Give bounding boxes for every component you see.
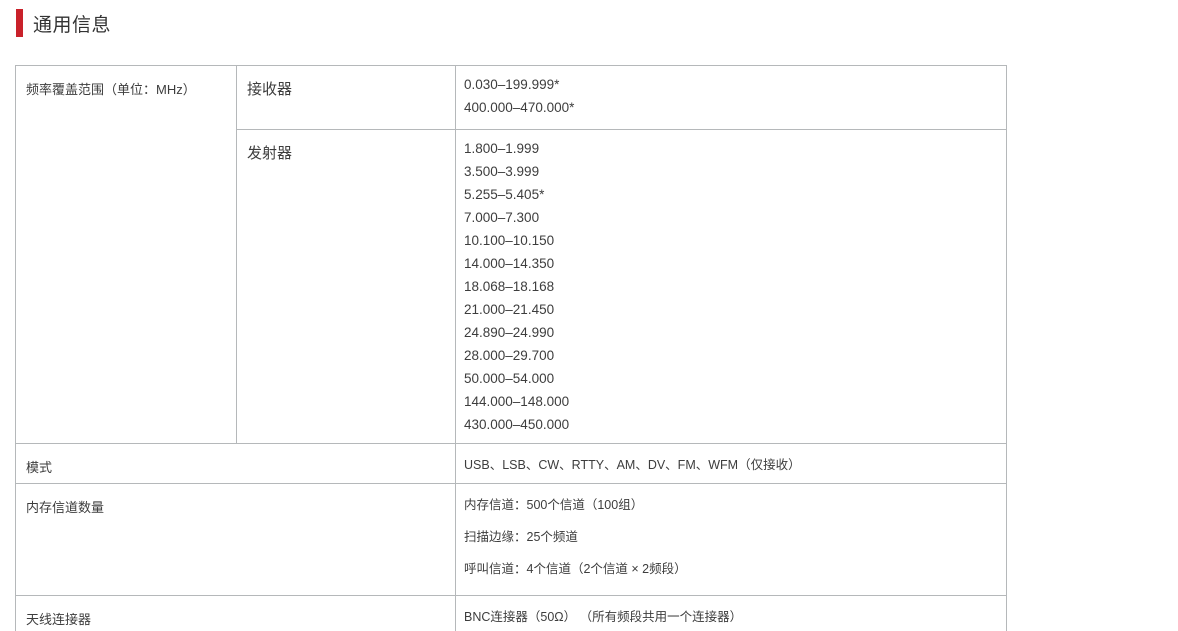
title-accent-bar [16, 9, 23, 37]
value-line: 0.030–199.999* [464, 77, 560, 92]
value-line: 10.100–10.150 [464, 233, 555, 248]
sub-label-receiver: 接收器 [236, 65, 456, 130]
memory-channel-values: 内存信道：500个信道（100组） 扫描边缘：25个频道呼叫信道：4个信道（2个信… [455, 483, 1007, 596]
value-line: 呼叫信道：4个信道（2个信道 × 2频段） [464, 562, 687, 576]
receiver-frequency-values: 0.030–199.999* 400.000–470.000* [455, 65, 1007, 130]
value-line: 18.068–18.168 [464, 279, 555, 294]
value-line: 1.800–1.999 [464, 141, 540, 156]
mode-value: USB、LSB、CW、RTTY、AM、DV、FM、WFM（仅接收） [455, 443, 1007, 484]
value-line: 3.500–3.999 [464, 164, 540, 179]
table-row-frequency-receiver: 频率覆盖范围（单位：MHz） 接收器 0.030–199.999* 400.000… [15, 65, 1007, 444]
value-line: 21.000–21.450 [464, 302, 555, 317]
table-row-memory-channels: 内存信道数量 内存信道：500个信道（100组） 扫描边缘：25个频道呼叫信道：4… [15, 483, 1007, 596]
page-title: 通用信息 [33, 14, 112, 36]
table-row-mode: 模式 USB、LSB、CW、RTTY、AM、DV、FM、WFM（仅接收） [15, 443, 1007, 484]
value-line: 扫描边缘：25个频道 [464, 530, 578, 544]
row-label-antenna-connector: 天线连接器 [15, 595, 456, 631]
transmitter-frequency-values: 1.800–1.999 3.500–3.999 5.255–5.405* 7.000–… [455, 129, 1007, 444]
antenna-connector-value: BNC连接器（50Ω） （所有频段共用一个连接器） [455, 595, 1007, 631]
value-line: 24.890–24.990 [464, 325, 555, 340]
value-line: 5.255–5.405* [464, 187, 545, 202]
spec-table: 频率覆盖范围（单位：MHz） 接收器 0.030–199.999* 400.000… [15, 65, 1007, 631]
value-line: 7.000–7.300 [464, 210, 540, 225]
table-row-frequency-transmitter: 发射器 1.800–1.999 3.500–3.999 5.255–5.405* 7.… [16, 129, 1007, 444]
value-line: 144.000–148.000 [464, 394, 570, 409]
value-line: 内存信道：500个信道（100组） [464, 498, 644, 512]
row-label-memory-channels: 内存信道数量 [15, 483, 456, 596]
value-line: 14.000–14.350 [464, 256, 555, 271]
section-header: 通用信息 [0, 0, 1178, 37]
value-line: 430.000–450.000 [464, 417, 570, 432]
value-line: 50.000–54.000 [464, 371, 555, 386]
row-label-frequency-coverage: 频率覆盖范围（单位：MHz） [15, 65, 237, 444]
table-row-antenna-connector: 天线连接器 BNC连接器（50Ω） （所有频段共用一个连接器） [15, 595, 1007, 631]
value-line: 28.000–29.700 [464, 348, 555, 363]
row-label-mode: 模式 [15, 443, 456, 484]
sub-label-transmitter: 发射器 [236, 129, 456, 444]
value-line: 400.000–470.000* [464, 100, 575, 115]
